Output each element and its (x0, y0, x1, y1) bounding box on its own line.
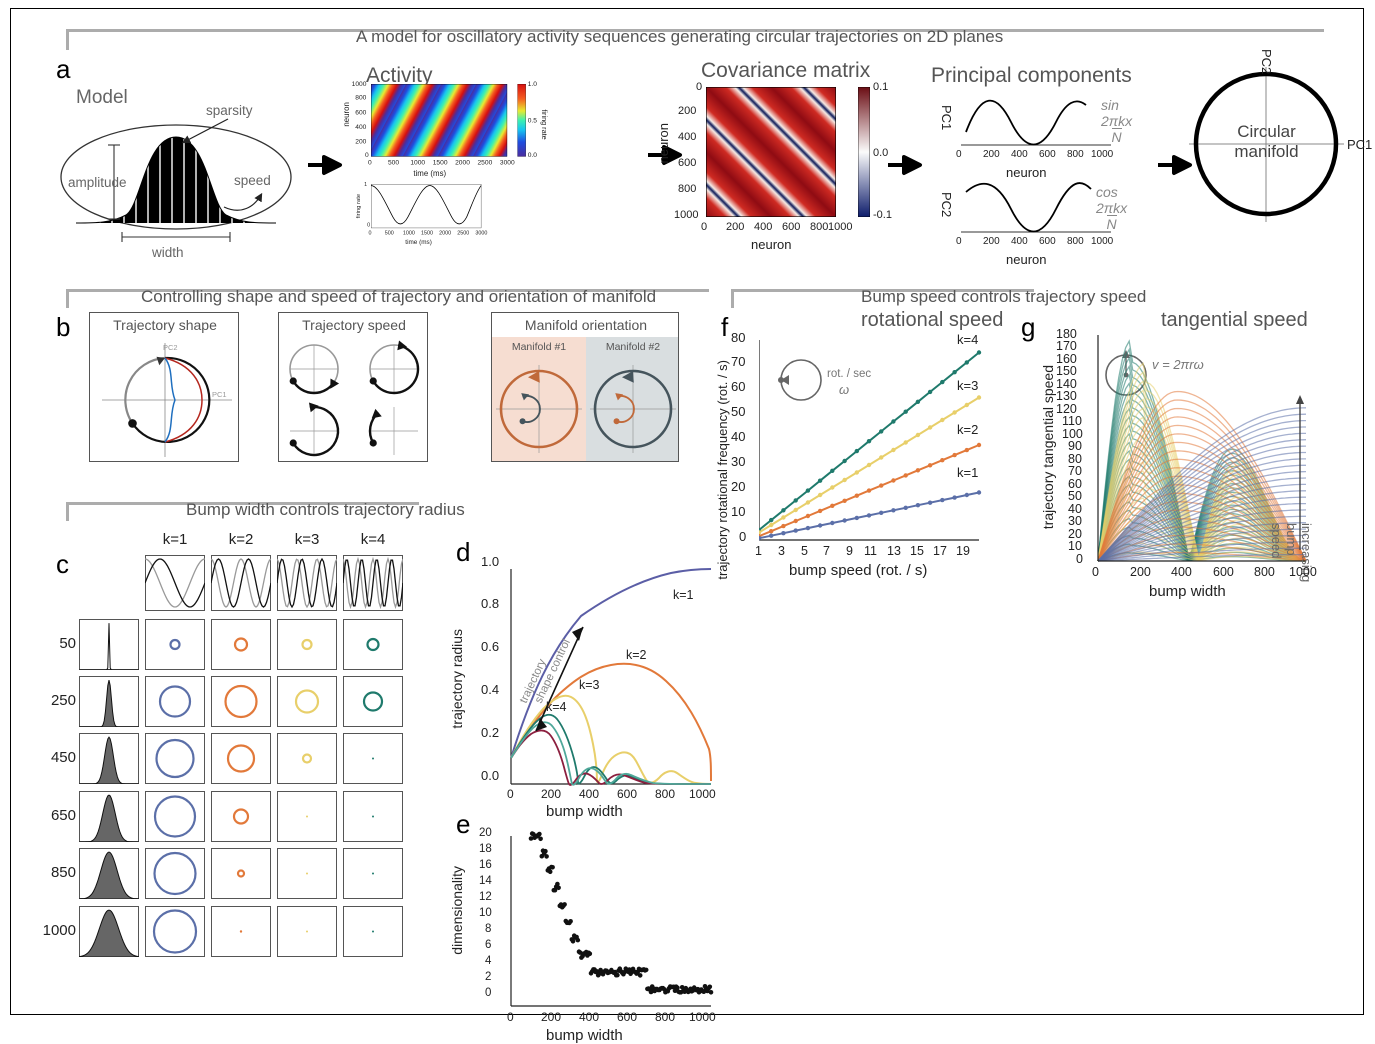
svg-text:k=4: k=4 (546, 700, 567, 714)
svg-text:k=1: k=1 (673, 588, 694, 602)
svg-text:ω: ω (839, 382, 849, 397)
svg-text:rot. / sec: rot. / sec (827, 368, 871, 380)
svg-text:k=3: k=3 (579, 678, 600, 692)
svg-text:v = 2πrω: v = 2πrω (1152, 357, 1204, 372)
svg-text:k=2: k=2 (626, 648, 647, 662)
